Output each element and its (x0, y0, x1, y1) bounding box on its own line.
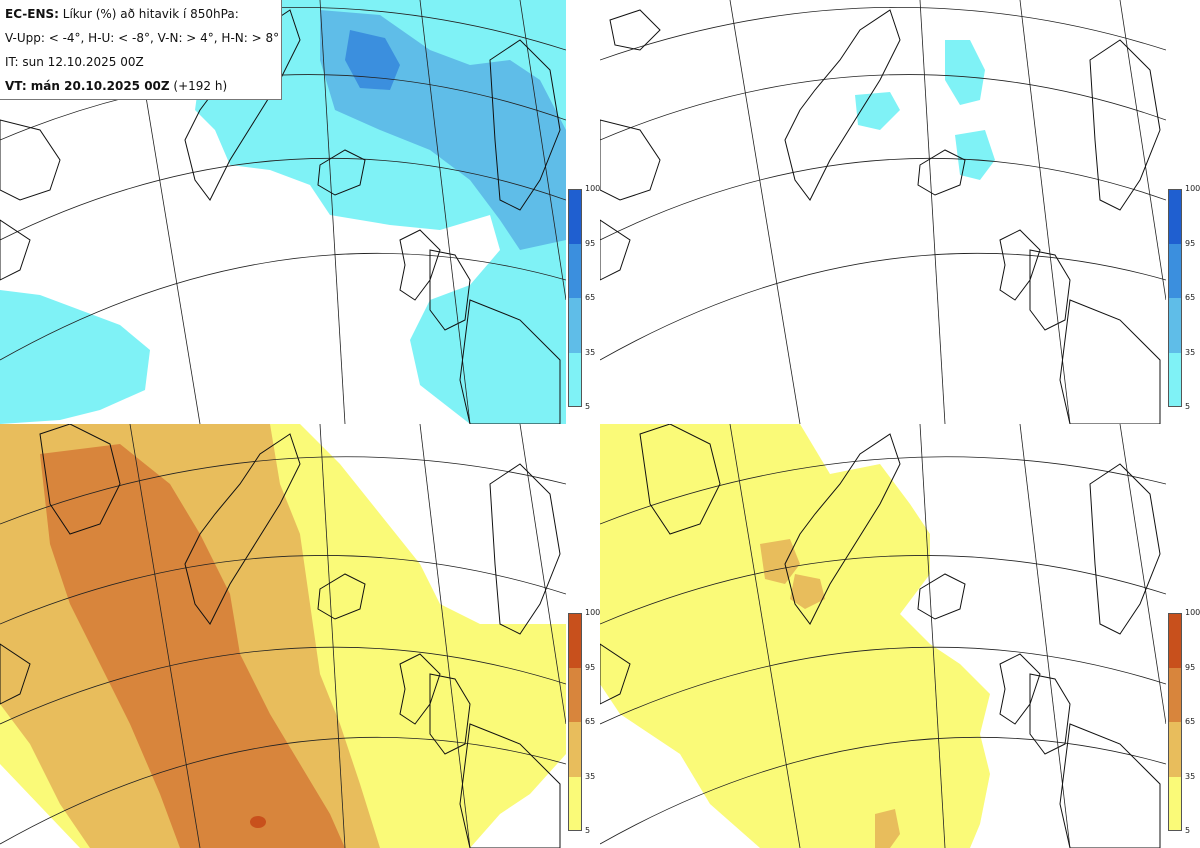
colorbar-segment (1168, 189, 1182, 244)
colorbar-segment (1168, 243, 1182, 298)
coastline-outline (600, 424, 1161, 848)
map-panel-warm-8 (600, 424, 1166, 848)
colorbar-tick-label: 100 (585, 184, 601, 193)
map-panel-cold-4: EC-ENS: Líkur (%) að hitavik í 850hPa: V… (0, 0, 566, 424)
colorbar-tick-label: 35 (1185, 347, 1196, 357)
graticule-lines (600, 0, 1166, 424)
colorbar-tick-label: 100 (585, 608, 601, 617)
colorbar-tick-label: 5 (585, 826, 591, 835)
prob-area-35-65-a (760, 539, 800, 584)
colorbar-segment (1168, 352, 1182, 407)
prob-area-5-35-sw (0, 290, 150, 424)
colorbar-tick-label: 100 (1185, 184, 1200, 193)
colorbar-tick-label: 95 (585, 238, 596, 248)
colorbar-warm-left: 100 95 65 35 5 (568, 609, 600, 835)
colorbar-warm-right: 100 95 65 35 5 (1168, 609, 1200, 835)
colorbar-segment (568, 243, 582, 298)
coastline-outline (0, 424, 561, 848)
colorbar-tick-label: 95 (1185, 238, 1196, 248)
colorbar-tick-label: 65 (585, 293, 596, 302)
colorbar-tick-label: 5 (1185, 402, 1191, 411)
colorbar-segment (1168, 298, 1182, 353)
map-warm-8 (600, 424, 1166, 848)
graticule-lines (600, 424, 1166, 848)
colorbar-segment (568, 776, 582, 831)
map-warm-4 (0, 424, 566, 848)
coastline-outline (0, 9, 561, 424)
prob-area-65-95 (345, 30, 400, 90)
colorbar-segment (1168, 613, 1182, 668)
colorbar-tick-label: 35 (1185, 771, 1196, 781)
graticule-lines (0, 424, 566, 848)
colorbar-segment (568, 667, 582, 722)
graticule-lines (0, 0, 566, 424)
map-panel-warm-4 (0, 424, 566, 848)
info-title-bold: EC-ENS: (5, 7, 59, 21)
prob-area-5-35 (945, 40, 985, 105)
info-init-time: IT: sun 12.10.2025 00Z (5, 55, 144, 69)
colorbar-tick-label: 65 (585, 717, 596, 726)
prob-area-5-35-b (955, 130, 995, 180)
colorbar-segment (568, 352, 582, 407)
colorbar-segment (1168, 667, 1182, 722)
map-panel-cold-8 (600, 0, 1166, 424)
colorbar-tick-label: 95 (585, 662, 596, 672)
colorbar-segment (1168, 722, 1182, 777)
colorbar-tick-label: 65 (1185, 293, 1196, 302)
info-lead-time: (+192 h) (169, 79, 228, 93)
colorbar-cold-left: 100 95 65 35 5 (568, 185, 600, 411)
prob-area-35-65-b (790, 574, 825, 609)
prob-area-5-35-nw (285, 40, 330, 80)
colorbar-tick-label: 35 (585, 771, 596, 781)
colorbar-tick-label: 5 (585, 402, 591, 411)
colorbar-segment (568, 613, 582, 668)
map-cold-8 (600, 0, 1166, 424)
info-title-text: Líkur (%) að hitavik í 850hPa: (58, 7, 239, 21)
prob-area-95-100 (250, 816, 266, 828)
info-thresholds: V-Upp: < -4°, H-U: < -8°, V-N: > 4°, H-N… (5, 31, 280, 45)
colorbar-tick-label: 95 (1185, 662, 1196, 672)
colorbar-tick-label: 65 (1185, 717, 1196, 726)
map-info-box: EC-ENS: Líkur (%) að hitavik í 850hPa: V… (0, 0, 282, 100)
colorbar-tick-label: 5 (1185, 826, 1191, 835)
colorbar-segment (568, 298, 582, 353)
colorbar-tick-label: 35 (585, 347, 596, 357)
prob-area-5-35-c (855, 92, 900, 130)
map-cold-4 (0, 0, 566, 424)
info-valid-time: VT: mán 20.10.2025 00Z (5, 79, 170, 93)
colorbar-segment (568, 189, 582, 244)
prob-area-5-35 (600, 424, 990, 848)
prob-area-65-95 (40, 444, 345, 848)
colorbar-tick-label: 100 (1185, 608, 1200, 617)
coastline-outline (600, 9, 1161, 424)
colorbar-cold-right: 100 95 65 35 5 (1168, 185, 1200, 411)
colorbar-segment (1168, 776, 1182, 831)
prob-area-35-65-c (875, 809, 900, 848)
colorbar-segment (568, 722, 582, 777)
